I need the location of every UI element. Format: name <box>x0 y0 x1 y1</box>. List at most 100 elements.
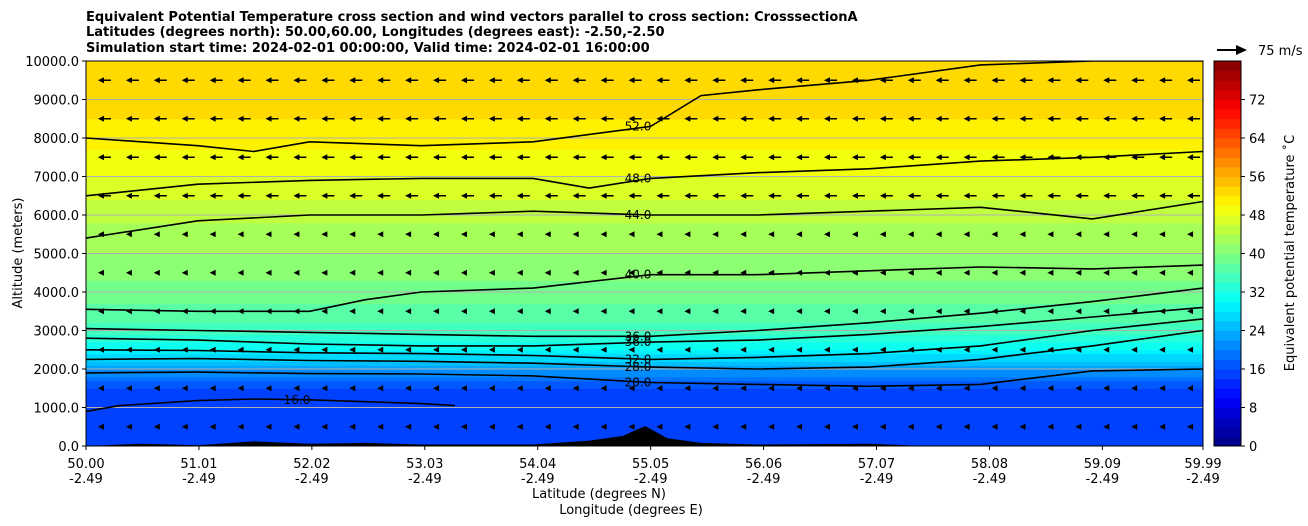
wind-arrow-head <box>516 192 523 199</box>
contour-line <box>86 150 1203 197</box>
x-tick-label-lon: -2.49 <box>1186 472 1220 487</box>
colorbar-segment <box>1214 282 1241 293</box>
wind-arrow-head <box>991 192 998 199</box>
wind-arrow-head <box>293 269 300 276</box>
wind-arrow-head <box>1047 269 1054 276</box>
wind-arrow-head <box>628 346 635 353</box>
wind-arrow-head <box>1047 385 1054 392</box>
theta-e-band <box>86 318 1203 324</box>
y-tick-label: 9000.0 <box>34 94 80 109</box>
wind-arrow-head <box>879 423 886 430</box>
wind-arrow-head <box>879 308 886 315</box>
theta-e-band <box>86 126 1203 131</box>
wind-arrow-head <box>1047 77 1054 84</box>
contour-label: 36.0 <box>625 335 652 349</box>
wind-arrow-head <box>851 192 858 199</box>
theta-e-band <box>86 422 1203 428</box>
wind-arrow-head <box>1187 423 1194 430</box>
theta-e-band <box>86 188 1203 193</box>
colorbar-segment <box>1214 186 1241 197</box>
wind-arrow-head <box>628 77 635 84</box>
wind-arrow-head <box>1159 423 1166 430</box>
wind-arrow-head <box>97 154 104 161</box>
wind-arrow-head <box>488 308 495 315</box>
theta-e-band <box>86 315 1203 320</box>
wind-arrow-head <box>433 77 440 84</box>
wind-arrow-head <box>572 269 579 276</box>
x-tick-label-lon: -2.49 <box>634 472 668 487</box>
wind-arrow-head <box>712 423 719 430</box>
wind-arrow-head <box>433 115 440 122</box>
wind-arrow-head <box>935 77 942 84</box>
wind-arrow-head <box>963 231 970 238</box>
colorbar-tick-label: 56 <box>1249 171 1266 186</box>
colorbar-tick-label: 16 <box>1249 363 1266 378</box>
wind-arrow-head <box>712 308 719 315</box>
x-tick-label-lat: 59.09 <box>1084 457 1121 472</box>
wind-arrow-head <box>125 77 132 84</box>
wind-arrow-head <box>1103 269 1110 276</box>
wind-arrow-head <box>879 346 886 353</box>
theta-e-band <box>86 307 1203 312</box>
wind-reference-label: 75 m/s <box>1258 44 1303 59</box>
wind-arrow-head <box>321 269 328 276</box>
wind-arrow-head <box>488 423 495 430</box>
wind-arrow-head <box>1047 346 1054 353</box>
wind-arrow-head <box>796 77 803 84</box>
x-tick-label-lat: 56.06 <box>745 457 782 472</box>
wind-arrow-head <box>488 269 495 276</box>
wind-arrow-head <box>1103 77 1110 84</box>
colorbar-segment <box>1214 89 1241 100</box>
wind-arrow-head <box>405 385 412 392</box>
wind-arrow-head <box>684 115 691 122</box>
contour-label: 36.0 <box>625 329 652 343</box>
wind-arrow-head <box>433 385 440 392</box>
theta-e-band <box>86 369 1203 374</box>
x-tick-label-lat: 53.03 <box>406 457 443 472</box>
wind-arrow-head <box>935 154 942 161</box>
wind-arrow-head <box>516 231 523 238</box>
colorbar-tick-label: 40 <box>1249 248 1266 263</box>
wind-arrow-head <box>1103 154 1110 161</box>
wind-arrow-head <box>181 154 188 161</box>
wind-arrow-head <box>1159 308 1166 315</box>
y-axis-title: Altitude (meters) <box>11 198 26 309</box>
wind-arrow-head <box>656 231 663 238</box>
wind-arrow-head <box>572 423 579 430</box>
wind-arrow-head <box>516 385 523 392</box>
wind-arrow-head <box>488 115 495 122</box>
colorbar-segment <box>1214 70 1241 81</box>
wind-arrow-head <box>321 423 328 430</box>
theta-e-band <box>86 141 1203 147</box>
wind-arrow-head <box>963 308 970 315</box>
wind-arrow-head <box>572 77 579 84</box>
wind-arrow-head <box>265 154 272 161</box>
wind-arrow-head <box>1047 115 1054 122</box>
wind-arrow-head <box>768 192 775 199</box>
wind-arrow-head <box>851 308 858 315</box>
y-tick-label: 8000.0 <box>34 132 80 147</box>
wind-arrow-head <box>544 154 551 161</box>
wind-arrow-head <box>1187 192 1194 199</box>
wind-arrow-head <box>1075 115 1082 122</box>
wind-arrow-head <box>572 115 579 122</box>
wind-arrow-head <box>181 269 188 276</box>
x-tick-label-lat: 50.00 <box>67 457 104 472</box>
wind-arrow-head <box>293 192 300 199</box>
wind-arrow-head <box>907 115 914 122</box>
wind-arrow-head <box>153 308 160 315</box>
wind-arrow-head <box>460 269 467 276</box>
wind-arrow-head <box>824 269 831 276</box>
colorbar-segment <box>1214 205 1241 216</box>
wind-arrow-head <box>963 192 970 199</box>
contour-line <box>86 398 456 413</box>
wind-arrow-head <box>991 154 998 161</box>
theta-e-band <box>86 191 1203 197</box>
wind-arrow-head <box>572 346 579 353</box>
x-tick-label-lon: -2.49 <box>860 472 894 487</box>
contour-line <box>86 61 1203 153</box>
wind-arrow-head <box>796 154 803 161</box>
wind-arrow-head <box>1019 154 1026 161</box>
theta-e-band <box>86 72 1203 77</box>
wind-arrow-head <box>656 77 663 84</box>
